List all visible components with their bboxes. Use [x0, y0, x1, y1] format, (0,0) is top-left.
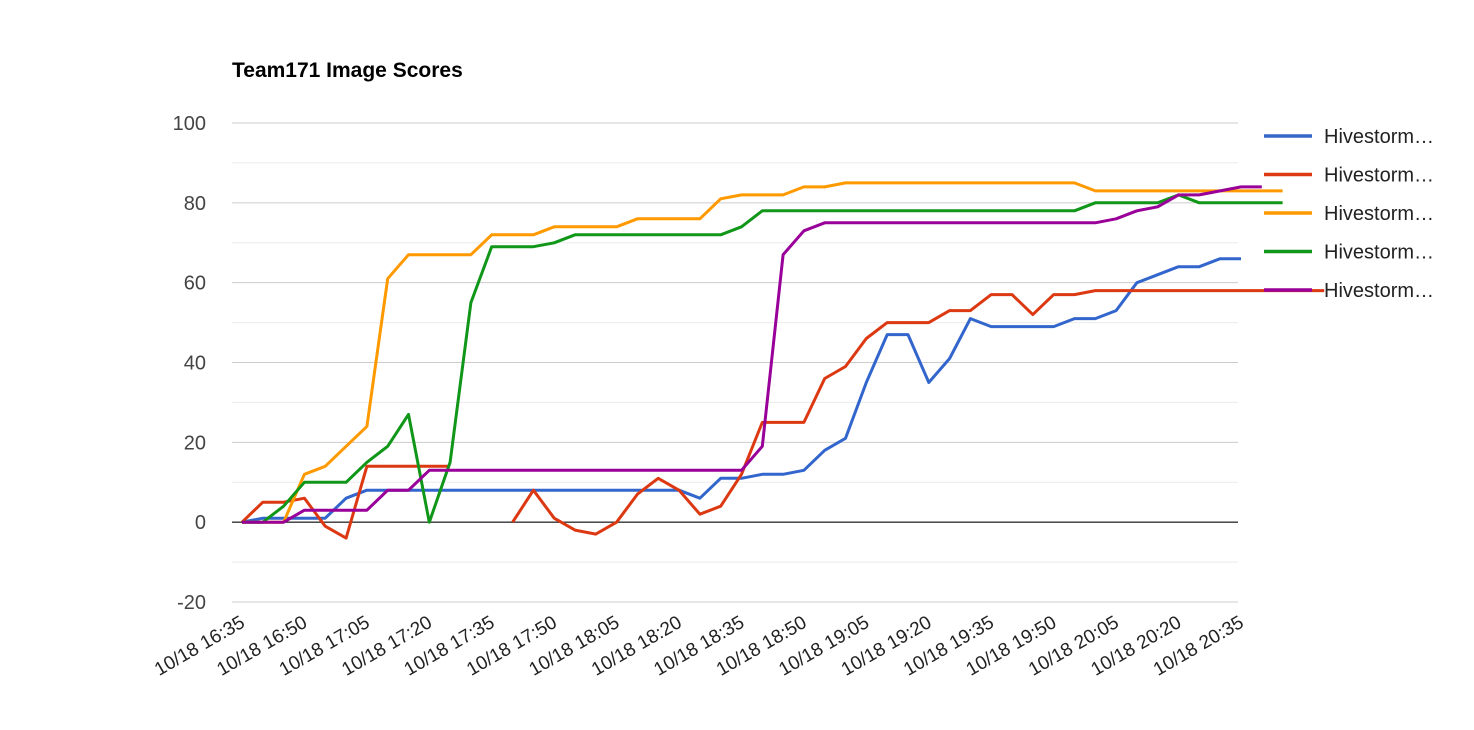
legend-item-4[interactable]: Hivestorm…	[1264, 242, 1434, 264]
y-tick-label: 60	[184, 273, 206, 295]
y-axis-ticks: -20 0 20 40 60 80 100	[173, 113, 206, 614]
legend-label: Hivestorm…	[1324, 280, 1434, 302]
gridlines	[232, 122, 1238, 603]
y-tick-label: 80	[184, 193, 206, 215]
legend-item-5[interactable]: Hivestorm…	[1264, 280, 1434, 302]
y-tick-label: -20	[177, 592, 206, 614]
legend-label: Hivestorm…	[1324, 126, 1434, 148]
legend-label: Hivestorm…	[1324, 165, 1434, 187]
series-line-5	[242, 185, 1262, 524]
series-line-2	[240, 289, 1325, 540]
y-tick-label: 20	[184, 432, 206, 454]
series-lines	[240, 181, 1325, 540]
series-line-3	[242, 181, 1283, 524]
chart-title: Team171 Image Scores	[232, 59, 463, 82]
legend-item-1[interactable]: Hivestorm…	[1264, 126, 1434, 148]
legend-label: Hivestorm…	[1324, 242, 1434, 264]
legend-item-2[interactable]: Hivestorm…	[1264, 165, 1434, 187]
legend: Hivestorm… Hivestorm… Hivestorm… Hivestorm……	[1264, 126, 1434, 302]
y-tick-label: 40	[184, 353, 206, 375]
y-tick-label: 100	[173, 113, 206, 135]
series-line-4	[242, 193, 1283, 524]
legend-label: Hivestorm…	[1324, 203, 1434, 225]
y-tick-label: 0	[195, 512, 206, 534]
legend-item-3[interactable]: Hivestorm…	[1264, 203, 1434, 225]
